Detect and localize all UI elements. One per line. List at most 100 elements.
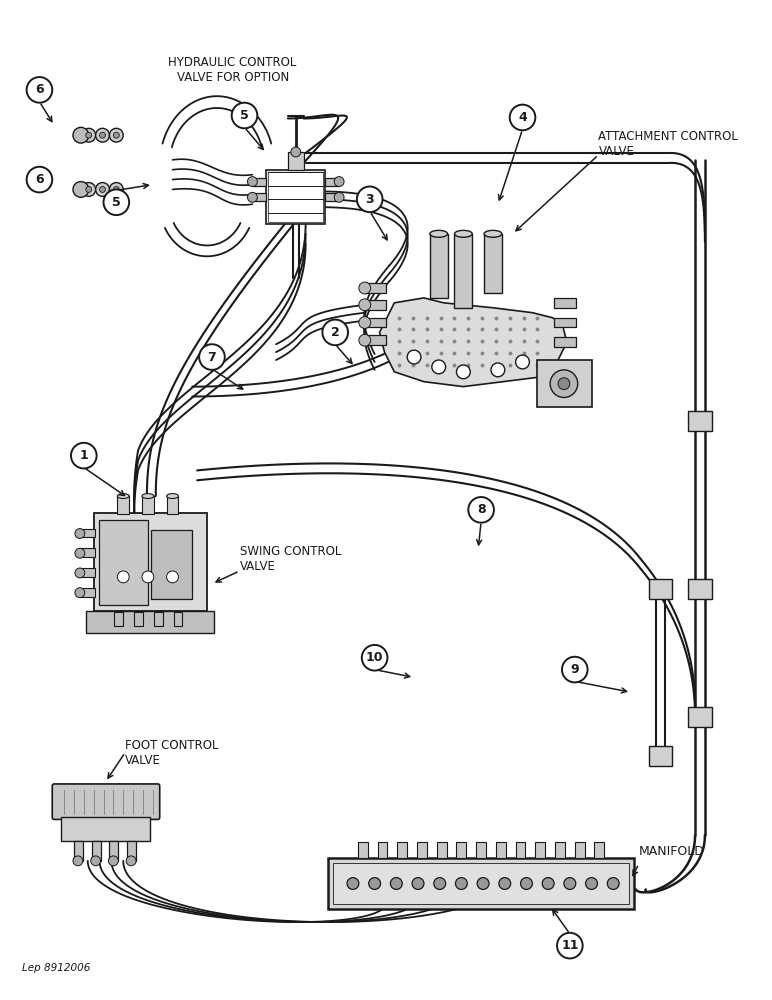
Ellipse shape <box>430 230 448 237</box>
Ellipse shape <box>484 230 502 237</box>
Bar <box>378 842 388 858</box>
Bar <box>325 193 339 201</box>
Circle shape <box>542 878 554 889</box>
Circle shape <box>103 189 129 215</box>
Bar <box>594 842 604 858</box>
Bar <box>648 746 672 766</box>
Bar <box>252 193 266 201</box>
Bar <box>127 841 136 861</box>
Circle shape <box>586 878 598 889</box>
Bar <box>79 588 95 597</box>
Circle shape <box>359 299 371 311</box>
Circle shape <box>75 568 85 578</box>
Bar <box>110 841 118 861</box>
Circle shape <box>391 878 402 889</box>
Text: 9: 9 <box>571 663 579 676</box>
Text: 11: 11 <box>561 939 578 952</box>
Circle shape <box>434 878 445 889</box>
Bar <box>79 568 95 577</box>
Bar <box>167 496 178 514</box>
Circle shape <box>359 334 371 346</box>
Text: 1: 1 <box>80 449 88 462</box>
Circle shape <box>100 186 106 192</box>
Circle shape <box>359 282 371 294</box>
Circle shape <box>510 105 535 130</box>
Text: 5: 5 <box>240 109 249 122</box>
Polygon shape <box>380 298 567 387</box>
Bar <box>455 234 472 308</box>
Bar <box>554 298 576 308</box>
Ellipse shape <box>455 230 472 237</box>
Circle shape <box>167 571 178 583</box>
Text: 5: 5 <box>112 196 120 209</box>
Circle shape <box>86 132 92 138</box>
Circle shape <box>75 588 85 598</box>
Circle shape <box>110 128 124 142</box>
Ellipse shape <box>167 494 178 499</box>
Bar <box>114 612 124 626</box>
Circle shape <box>369 878 381 889</box>
Bar <box>496 842 506 858</box>
Circle shape <box>516 355 530 369</box>
Text: 6: 6 <box>35 173 44 186</box>
Circle shape <box>75 529 85 538</box>
Text: 7: 7 <box>208 351 216 364</box>
Text: ATTACHMENT CONTROL
VALVE: ATTACHMENT CONTROL VALVE <box>598 130 738 158</box>
Circle shape <box>110 183 124 196</box>
Circle shape <box>334 192 344 202</box>
Text: MANIFOLD: MANIFOLD <box>639 845 705 858</box>
Bar <box>365 318 387 327</box>
Bar <box>266 170 325 224</box>
Circle shape <box>455 878 467 889</box>
Text: 4: 4 <box>518 111 527 124</box>
Bar <box>117 496 129 514</box>
Circle shape <box>86 186 92 192</box>
Bar <box>417 842 427 858</box>
Circle shape <box>248 177 257 186</box>
Circle shape <box>113 132 120 138</box>
Circle shape <box>407 350 421 364</box>
Circle shape <box>73 182 89 197</box>
Bar <box>365 283 387 293</box>
Bar <box>554 337 576 347</box>
Circle shape <box>432 360 445 374</box>
Text: Lep 8912006: Lep 8912006 <box>22 963 90 973</box>
Circle shape <box>347 878 359 889</box>
Bar <box>575 842 584 858</box>
Text: HYDRAULIC CONTROL
VALVE FOR OPTION: HYDRAULIC CONTROL VALVE FOR OPTION <box>168 56 297 84</box>
Bar <box>268 172 323 222</box>
Bar <box>142 496 154 514</box>
Bar <box>648 579 672 599</box>
Bar <box>554 318 576 327</box>
Bar <box>688 411 712 431</box>
Circle shape <box>291 147 301 157</box>
Circle shape <box>90 856 100 866</box>
Circle shape <box>232 103 257 128</box>
Circle shape <box>82 183 96 196</box>
Circle shape <box>199 344 225 370</box>
Bar <box>99 520 148 605</box>
Bar <box>437 842 447 858</box>
Bar <box>537 360 591 407</box>
Circle shape <box>113 186 120 192</box>
Bar <box>174 612 182 626</box>
Circle shape <box>96 128 110 142</box>
Circle shape <box>100 132 106 138</box>
Text: 8: 8 <box>477 503 486 516</box>
Circle shape <box>248 192 257 202</box>
Text: 2: 2 <box>331 326 340 339</box>
Circle shape <box>359 317 371 328</box>
Ellipse shape <box>117 494 129 499</box>
Text: 10: 10 <box>366 651 384 664</box>
Circle shape <box>82 128 96 142</box>
Circle shape <box>499 878 511 889</box>
Bar <box>688 579 712 599</box>
Circle shape <box>469 497 494 523</box>
Bar <box>92 841 100 861</box>
Bar <box>688 707 712 727</box>
Circle shape <box>550 370 577 397</box>
Circle shape <box>564 878 576 889</box>
Circle shape <box>108 856 118 866</box>
Circle shape <box>412 878 424 889</box>
Text: FOOT CONTROL
VALVE: FOOT CONTROL VALVE <box>125 739 218 767</box>
